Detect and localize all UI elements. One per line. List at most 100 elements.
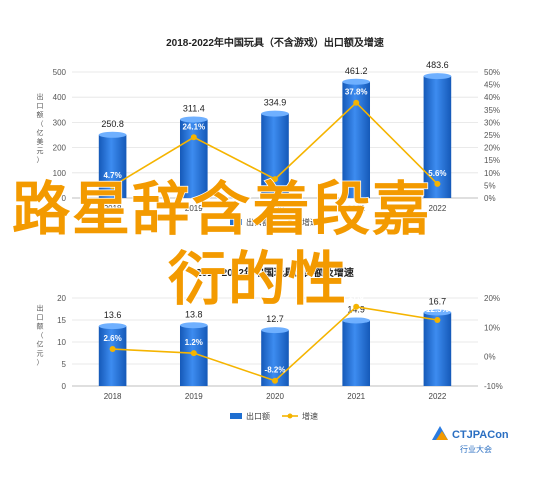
y2-tick-label: 0%	[484, 353, 496, 362]
bar	[261, 330, 289, 386]
y-tick-label: 20	[57, 294, 66, 303]
x-tick-label: 2021	[347, 392, 365, 401]
chart-title: 2018-2022年中国玩具出口额及增速	[196, 266, 354, 279]
x-tick-label: 2022	[429, 392, 447, 401]
y-tick-label: 15	[57, 316, 66, 325]
x-tick-label: 2022	[429, 204, 447, 213]
growth-point	[109, 346, 116, 353]
growth-label: 24.1%	[182, 122, 205, 131]
y-axis-label-char: （	[37, 332, 44, 340]
bar-cap	[423, 73, 452, 80]
bar-value-label: 311.4	[183, 104, 205, 114]
x-tick-label: 2019	[185, 392, 203, 401]
growth-point	[434, 317, 441, 323]
bar-value-label: 12.7	[266, 314, 284, 324]
growth-label: -8.2%	[265, 366, 286, 375]
y-axis-label-char: 元	[37, 350, 44, 358]
legend-label: 增速	[302, 411, 318, 421]
chart-top: 2018-2022年中国玩具（不含游戏）出口额及增速 0 100 200 300 400 5…	[37, 36, 501, 227]
x-tick-label: 2020	[266, 204, 284, 213]
bar-value-label: 483.6	[426, 60, 449, 70]
y2-tick-label: -10%	[484, 382, 503, 391]
x-tick-label: 2021	[347, 204, 365, 213]
growth-point	[272, 176, 278, 183]
y-tick-label: 400	[53, 93, 67, 102]
growth-label: 37.8%	[345, 88, 368, 97]
y-axis-label-char: 元	[37, 147, 44, 155]
y-tick-label: 300	[53, 118, 67, 127]
overlay-caption-line2: 衍的性	[167, 245, 349, 313]
y-axis-label-char: 额	[37, 322, 44, 331]
y2-tick-label: 20%	[484, 294, 500, 303]
bar-cap	[342, 317, 371, 324]
y-axis-label-char: 美	[37, 137, 44, 146]
growth-label: 12.5%	[426, 305, 449, 314]
y2-tick-label: 10%	[484, 323, 500, 332]
y2-tick-label: 15%	[484, 156, 500, 165]
growth-point	[190, 134, 197, 141]
bar-cap	[179, 322, 208, 329]
y2-tick-label: 45%	[484, 81, 500, 90]
bar	[261, 113, 289, 198]
y-axis-label-char: 出	[37, 92, 44, 101]
bar-value-label: 461.2	[345, 66, 368, 76]
y-axis-label-char: （	[37, 120, 44, 128]
bar-value-label: 16.7	[429, 297, 447, 307]
y2-tick-label: 5%	[484, 181, 496, 190]
growth-point	[272, 377, 278, 384]
legend-label: 出口额	[246, 217, 270, 227]
growth-label: 2.6%	[103, 334, 121, 343]
y-tick-label: 0	[62, 194, 67, 203]
y-tick-label: 10	[57, 338, 66, 347]
bar	[423, 76, 452, 198]
legend-swatch-bar	[230, 219, 242, 225]
bar-value-label: 13.8	[185, 309, 203, 319]
y2-tick-label: 25%	[484, 131, 500, 140]
bar-cap	[98, 131, 127, 138]
bar-cap	[98, 323, 127, 330]
x-tick-label: 2019	[185, 204, 203, 213]
y-tick-label: 100	[53, 169, 67, 178]
y-tick-label: 0	[62, 382, 67, 391]
y2-tick-label: 50%	[484, 68, 500, 77]
watermark-brand: CTJPACon	[452, 429, 509, 441]
legend-swatch-bar	[230, 413, 242, 419]
logo-accent-icon	[436, 431, 448, 440]
y2-tick-label: 30%	[484, 118, 500, 127]
legend-marker	[287, 413, 293, 419]
x-tick-label: 2020	[266, 392, 284, 401]
growth-label: 1.2%	[185, 338, 203, 347]
x-tick-label: 2018	[104, 392, 122, 401]
y-axis-label-char: 额	[37, 110, 44, 119]
legend-label: 增速	[302, 217, 318, 227]
bar-value-label: 13.6	[104, 310, 122, 320]
growth-label: 4.7%	[103, 171, 121, 180]
legend-marker	[287, 219, 293, 225]
bar	[98, 326, 127, 386]
growth-point	[190, 350, 197, 357]
bar-value-label: 334.9	[264, 98, 287, 108]
bar-cap	[261, 110, 289, 117]
y-axis-label-char: 口	[37, 102, 44, 110]
bar	[179, 119, 208, 198]
legend-label: 出口额	[246, 411, 270, 421]
x-tick-label: 2018	[104, 204, 122, 213]
y2-tick-label: 10%	[484, 169, 500, 178]
overlay-caption-line1: 路星辞含着段嘉	[11, 175, 433, 243]
y-axis-label-char: ）	[37, 156, 44, 164]
chart-bottom: 2018-2022年中国玩具出口额及增速 0 5 10 15 20 -10% 0% 10% 20%…	[37, 266, 503, 421]
y2-tick-label: 40%	[484, 93, 500, 102]
bar-cap	[179, 116, 208, 123]
bar-cap	[423, 309, 452, 316]
y-axis-label-char: 亿	[37, 340, 44, 349]
bar-value-label: 250.8	[101, 119, 124, 129]
y-axis-label-char: 亿	[37, 128, 44, 137]
growth-point	[353, 303, 360, 310]
bar-cap	[261, 327, 289, 334]
y2-tick-label: 0%	[484, 194, 496, 203]
growth-label: 17.0	[348, 292, 364, 301]
growth-point	[434, 180, 441, 187]
y-axis-label-char: 出	[37, 304, 44, 313]
watermark: CTJPACon 行业大会	[432, 426, 509, 454]
